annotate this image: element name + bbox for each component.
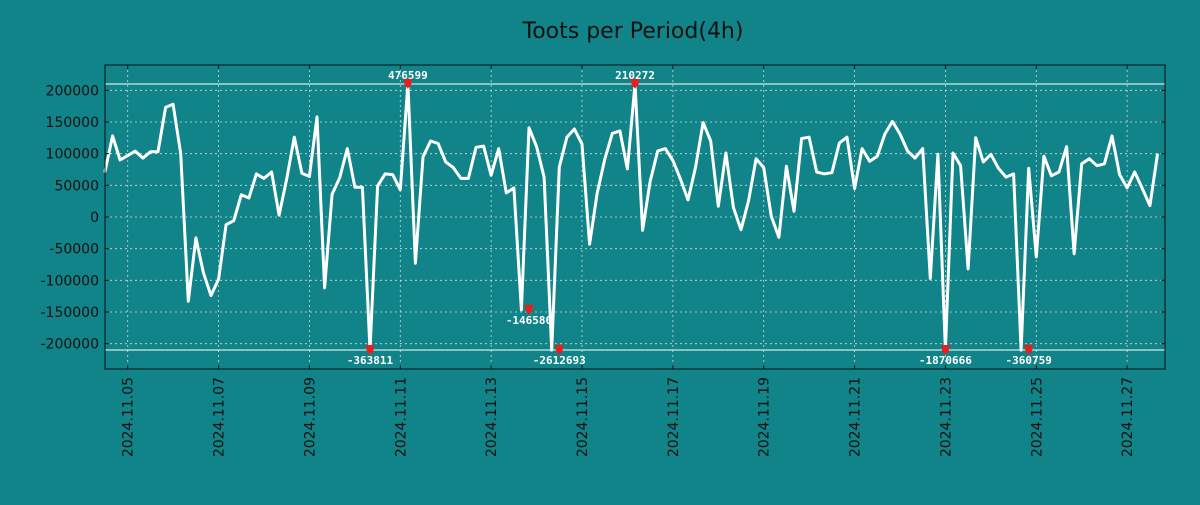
y-tick-label: 100000 bbox=[46, 147, 99, 163]
y-axis-ticks: -200000 -150000 -100000 -50000 0 50000 100000 1… bbox=[41, 83, 1165, 353]
chart-title: Toots per Period(4h) bbox=[522, 19, 744, 44]
outlier-marker bbox=[631, 80, 639, 88]
y-tick-label: -200000 bbox=[41, 337, 100, 353]
y-tick-label: -150000 bbox=[41, 305, 100, 321]
y-tick-label: -100000 bbox=[41, 273, 100, 289]
y-tick-label: 150000 bbox=[46, 115, 99, 131]
x-tick-label: 2024.11.13 bbox=[484, 377, 500, 457]
y-tick-label: 50000 bbox=[54, 178, 99, 194]
x-tick-label: 2024.11.09 bbox=[302, 377, 318, 457]
x-axis-ticks: 2024.11.05 2024.11.07 2024.11.09 2024.11.11… bbox=[121, 65, 1136, 457]
outlier-marker bbox=[941, 346, 949, 354]
outlier-label: -1870666 bbox=[919, 354, 972, 367]
plot-area bbox=[103, 82, 1159, 352]
plot-frame bbox=[104, 64, 1166, 370]
outlier-marker bbox=[1025, 346, 1033, 354]
x-tick-label: 2024.11.05 bbox=[121, 377, 137, 457]
x-tick-label: 2024.11.07 bbox=[212, 377, 228, 457]
outlier-label: 210272 bbox=[615, 69, 655, 82]
x-tick-label: 2024.11.11 bbox=[393, 377, 409, 457]
outlier-marker bbox=[366, 346, 374, 354]
outlier-marker bbox=[525, 306, 533, 314]
x-tick-label: 2024.11.23 bbox=[938, 377, 954, 457]
y-tick-label: 0 bbox=[90, 210, 99, 226]
series-line-toots bbox=[103, 82, 1159, 352]
outlier-label: -146580 bbox=[506, 314, 552, 327]
grid-lines bbox=[105, 65, 1165, 369]
x-tick-label: 2024.11.17 bbox=[666, 377, 682, 457]
x-tick-label: 2024.11.25 bbox=[1029, 377, 1045, 457]
x-tick-label: 2024.11.19 bbox=[757, 377, 773, 457]
outlier-marker bbox=[404, 80, 412, 88]
outlier-label: -2612693 bbox=[533, 354, 586, 367]
annotations: 476599 210272 -363811 -146580 -2612693 -18706… bbox=[347, 69, 1052, 367]
y-tick-label: 200000 bbox=[46, 83, 99, 99]
outlier-label: -363811 bbox=[347, 354, 394, 367]
x-tick-label: 2024.11.21 bbox=[848, 377, 864, 457]
outlier-marker bbox=[555, 346, 563, 354]
y-tick-label: -50000 bbox=[49, 242, 99, 258]
x-tick-label: 2024.11.15 bbox=[575, 377, 591, 457]
x-tick-label: 2024.11.27 bbox=[1120, 377, 1136, 457]
outlier-label: -360759 bbox=[1006, 354, 1052, 367]
outlier-label: 476599 bbox=[388, 69, 428, 82]
